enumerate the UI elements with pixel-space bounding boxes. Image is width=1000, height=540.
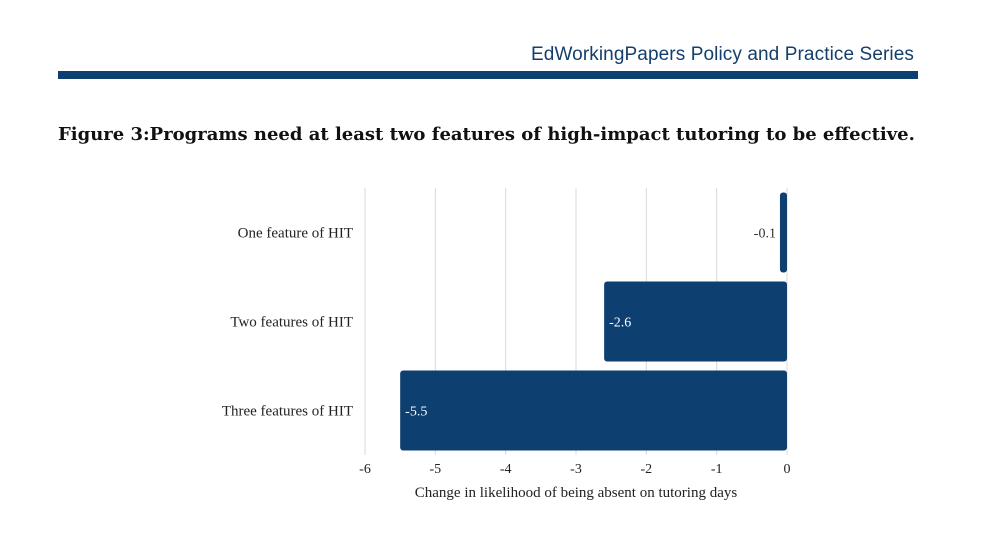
- bar: [604, 281, 787, 362]
- data-label: -5.5: [405, 405, 427, 420]
- category-label: Three features of HIT: [222, 404, 353, 420]
- x-axis-label: Change in likelihood of being absent on …: [415, 485, 738, 501]
- x-tick-label: -2: [640, 462, 652, 477]
- x-tick-label: 0: [784, 462, 791, 477]
- x-tick-label: -5: [429, 462, 441, 477]
- series-header: EdWorkingPapers Policy and Practice Seri…: [531, 44, 914, 65]
- bar: [779, 192, 787, 273]
- bars: [400, 192, 787, 451]
- bar: [400, 370, 787, 451]
- category-label: Two features of HIT: [230, 315, 353, 331]
- data-label: -2.6: [609, 316, 631, 331]
- category-label: One feature of HIT: [238, 226, 353, 242]
- x-tick-label: -3: [570, 462, 582, 477]
- x-tick-label: -1: [711, 462, 723, 477]
- data-label: -0.1: [754, 227, 776, 242]
- data-labels: -0.1 -2.6 -5.5: [405, 227, 776, 420]
- x-tick-label: -6: [359, 462, 371, 477]
- header-rule: [58, 71, 918, 79]
- figure-title: Figure 3:Programs need at least two feat…: [58, 124, 915, 145]
- x-tick-labels: -6 -5 -4 -3 -2 -1 0: [359, 462, 790, 477]
- x-tick-label: -4: [500, 462, 512, 477]
- category-labels: One feature of HIT Two features of HIT Thr…: [222, 226, 353, 420]
